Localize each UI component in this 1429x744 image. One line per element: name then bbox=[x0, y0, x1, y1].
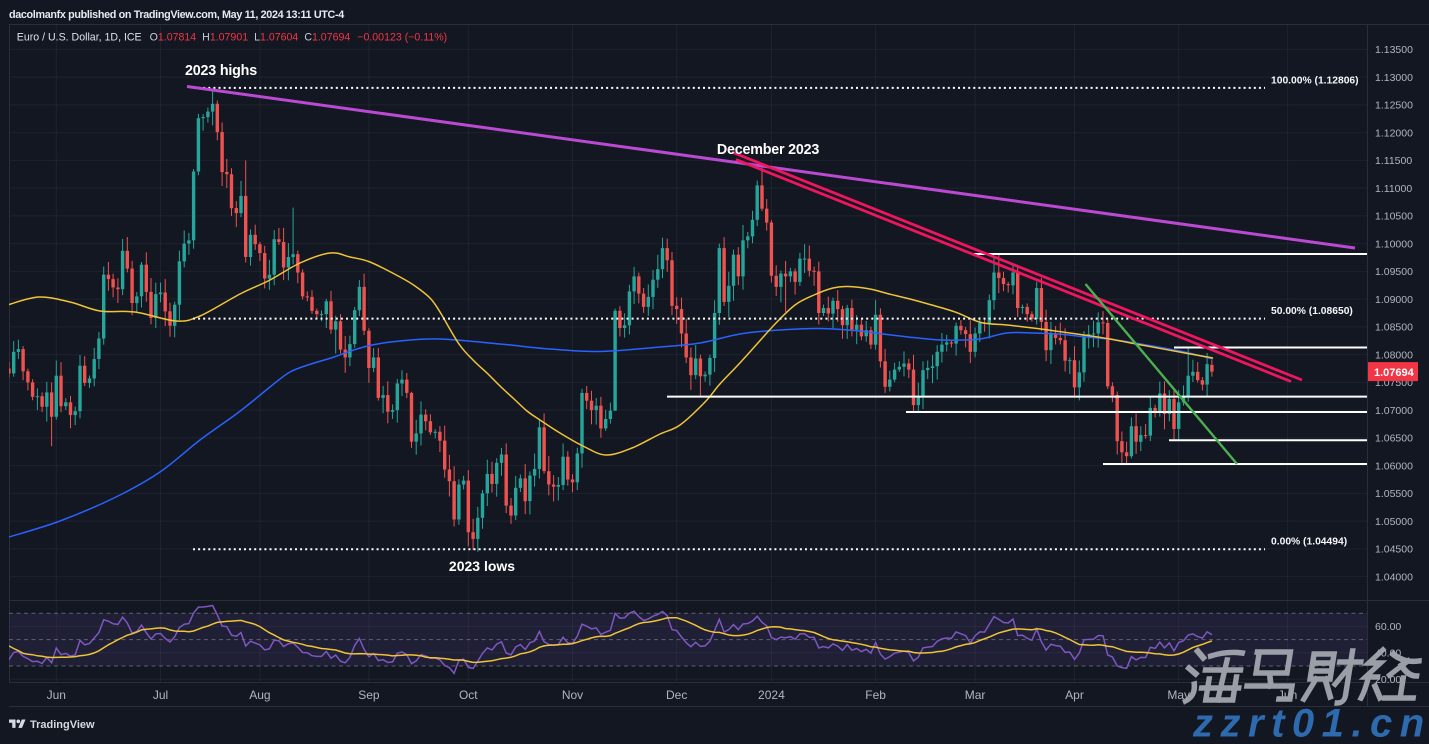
svg-text:60.00: 60.00 bbox=[1375, 621, 1401, 633]
svg-text:Dec: Dec bbox=[666, 688, 687, 702]
svg-text:Oct: Oct bbox=[459, 688, 478, 702]
svg-text:1.08000: 1.08000 bbox=[1375, 349, 1413, 361]
svg-text:Feb: Feb bbox=[865, 688, 886, 702]
svg-text:1.12000: 1.12000 bbox=[1375, 127, 1413, 139]
svg-text:Sep: Sep bbox=[358, 688, 380, 702]
svg-text:Aug: Aug bbox=[249, 688, 270, 702]
svg-text:2023 lows: 2023 lows bbox=[449, 558, 515, 574]
svg-text:1.07000: 1.07000 bbox=[1375, 405, 1413, 417]
svg-text:1.06500: 1.06500 bbox=[1375, 433, 1413, 445]
svg-text:1.05500: 1.05500 bbox=[1375, 488, 1413, 500]
svg-text:2024: 2024 bbox=[758, 688, 785, 702]
svg-text:1.06000: 1.06000 bbox=[1375, 460, 1413, 472]
svg-text:zzrt01.cn: zzrt01.cn bbox=[1192, 702, 1429, 740]
svg-text:1.09000: 1.09000 bbox=[1375, 294, 1413, 306]
svg-text:20.00: 20.00 bbox=[1375, 674, 1401, 686]
svg-text:1.12500: 1.12500 bbox=[1375, 100, 1413, 112]
svg-text:Jun: Jun bbox=[47, 688, 66, 702]
svg-text:1.13000: 1.13000 bbox=[1375, 72, 1413, 84]
svg-text:1.07694: 1.07694 bbox=[1374, 367, 1415, 379]
svg-text:Jul: Jul bbox=[153, 688, 168, 702]
svg-text:Mar: Mar bbox=[965, 688, 986, 702]
svg-text:1.10500: 1.10500 bbox=[1375, 211, 1413, 223]
svg-text:dacolmanfx published on Tradin: dacolmanfx published on TradingView.com,… bbox=[9, 9, 344, 21]
svg-text:50.00% (1.08650): 50.00% (1.08650) bbox=[1271, 306, 1353, 317]
svg-text:Nov: Nov bbox=[562, 688, 583, 702]
svg-text:Apr: Apr bbox=[1065, 688, 1084, 702]
svg-text:1.04500: 1.04500 bbox=[1375, 544, 1413, 556]
svg-text:0.00% (1.04494): 0.00% (1.04494) bbox=[1271, 537, 1347, 548]
svg-text:May: May bbox=[1167, 688, 1190, 702]
svg-text:1.08500: 1.08500 bbox=[1375, 322, 1413, 334]
svg-text:TradingView: TradingView bbox=[30, 719, 95, 731]
svg-text:1.04000: 1.04000 bbox=[1375, 571, 1413, 583]
svg-text:1.11000: 1.11000 bbox=[1375, 183, 1412, 195]
svg-text:1.13500: 1.13500 bbox=[1375, 44, 1413, 56]
svg-text:December 2023: December 2023 bbox=[717, 142, 820, 158]
svg-text:2023 highs: 2023 highs bbox=[185, 63, 257, 79]
svg-text:1.09500: 1.09500 bbox=[1375, 266, 1413, 278]
svg-text:1.05000: 1.05000 bbox=[1375, 516, 1413, 528]
svg-text:1.10000: 1.10000 bbox=[1375, 238, 1413, 250]
svg-text:100.00% (1.12806): 100.00% (1.12806) bbox=[1271, 75, 1359, 86]
svg-text:1.11500: 1.11500 bbox=[1375, 155, 1412, 167]
